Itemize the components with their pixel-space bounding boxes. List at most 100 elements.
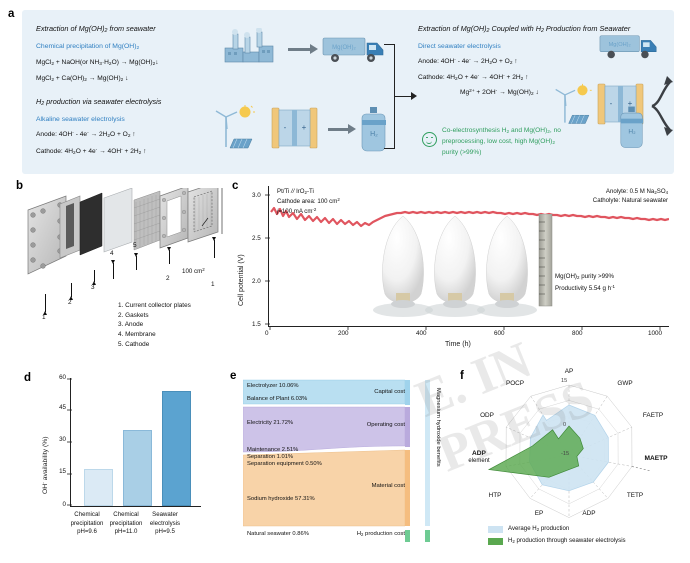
callout-num-2b: 2 bbox=[166, 275, 170, 282]
panel-a-left-eq2: MgCl2 + Ca(OH)2 → Mg(OH)2 ↓ bbox=[36, 75, 129, 84]
e-item-separation: Separation 1.01% bbox=[247, 454, 294, 460]
mg-oh-2-product-photo bbox=[373, 214, 553, 317]
panel-b-exploded-cell: b bbox=[14, 178, 232, 360]
electrolyzer-cell-icon: - + bbox=[271, 107, 318, 149]
callout-line-4 bbox=[111, 260, 115, 279]
legend-item-5: 5. Cathode bbox=[118, 340, 150, 348]
truck-icon-2: Mg(OH)₂ bbox=[599, 35, 657, 59]
bar-seawater-electrolysis-ph95 bbox=[162, 391, 191, 506]
d-ytick-0: 0 bbox=[62, 501, 66, 508]
e-item-electricity: Electricity 21.72% bbox=[247, 420, 294, 426]
panel-c-annotation-topright: Anolyte: 0.5 M Na2SO4 Catholyte: Natural… bbox=[544, 188, 668, 206]
d-cat1-l2: precipitation bbox=[109, 519, 143, 527]
c-xtick-0: 0 bbox=[265, 330, 269, 337]
factory-icon bbox=[224, 28, 274, 63]
panel-a-right-sub1: Direct seawater electrolysis bbox=[418, 43, 501, 51]
cathode-5 bbox=[133, 190, 161, 251]
e-item-separation-equipment: Separation equipment 0.50% bbox=[247, 461, 322, 467]
f-axis-ODP: ODP bbox=[480, 412, 494, 419]
legend-item-1: 1. Current collector plates bbox=[118, 302, 191, 309]
gasket-window bbox=[66, 203, 74, 249]
cylinder-label: H₂ bbox=[370, 131, 378, 138]
e-right-axis-title: Magnesium hydroxide benefits bbox=[435, 388, 441, 467]
panel-a-left-eq3: Anode: 4OH- - 4e- → 2H2O + O2 ↑ bbox=[36, 131, 136, 140]
f-legend-swatch-seawater bbox=[488, 538, 503, 545]
callout-num-1b: 1 bbox=[211, 281, 215, 288]
callout-line-3 bbox=[92, 270, 96, 285]
d-category-1: Chemical precipitation pH=11.0 bbox=[103, 511, 149, 537]
e-group-capital-cost: Capital cost bbox=[374, 389, 405, 395]
panel-f-label: f bbox=[460, 370, 464, 382]
d-ytick-30: 30 bbox=[59, 436, 66, 443]
d-cat0-l3: pH=9.6 bbox=[77, 528, 97, 536]
f-axis-POCP: POCP bbox=[505, 380, 525, 387]
callout-num-3: 3 bbox=[91, 284, 95, 291]
panel-b-label: b bbox=[16, 180, 24, 192]
renewables-icon-2 bbox=[555, 83, 592, 124]
e-group-h2-production-cost: H2 production cost bbox=[356, 531, 405, 537]
panel-e-cost-breakdown: e Electrolyzer 10.06% Balance of Plant 6… bbox=[230, 366, 460, 561]
f-axis-MAETP: MAETP bbox=[644, 455, 668, 462]
f-axis-ADP-element: ADP element bbox=[468, 450, 490, 464]
panel-a-benefit-note: Co-electrosynthesis H2 and Mg(OH)2, no p… bbox=[442, 127, 561, 156]
legend-item-3: 3. Anode bbox=[118, 321, 144, 329]
c-ytick-2.0: 2.0 bbox=[252, 278, 261, 285]
e-group-material-cost: Material cost bbox=[371, 483, 405, 489]
membrane-4 bbox=[103, 188, 133, 253]
truck-icon: Mg(OH)₂ bbox=[322, 37, 384, 62]
callout-num-2: 2 bbox=[68, 299, 72, 306]
c-ann-anolyte: Anolyte: 0.5 M Na2SO4 bbox=[605, 188, 668, 195]
d-cat1-l3: pH=11.0 bbox=[114, 528, 138, 536]
panel-a-left-sub2: Alkaline seawater electrolysis bbox=[36, 116, 125, 124]
panel-a-left-column: Extraction of Mg(OH)2 from seawater Chem… bbox=[36, 24, 326, 156]
e-item-electrolyzer: Electrolyzer 10.06% bbox=[247, 383, 299, 389]
c-ytick-3.0: 3.0 bbox=[252, 192, 261, 199]
panel-e-sankey: Electrolyzer 10.06% Balance of Plant 6.0… bbox=[243, 378, 441, 546]
c-xtick-1000: 1000 bbox=[648, 330, 663, 337]
d-cat2-l1: Seawater bbox=[152, 511, 178, 518]
radar-plot bbox=[487, 384, 652, 518]
svg-text:-: - bbox=[284, 123, 287, 132]
c-xtick-200: 200 bbox=[338, 330, 349, 337]
f-axis-EP: EP bbox=[534, 510, 544, 517]
hydrogen-cylinder-icon: H₂ bbox=[361, 107, 386, 152]
panel-a-schematic: a Extraction of Mg(OH)2 from seawater Ch… bbox=[8, 8, 674, 174]
e-group-operating-cost: Operating cost bbox=[366, 422, 405, 428]
legend-item-4: 4. Membrane bbox=[118, 331, 156, 339]
exploded-cell-diagram bbox=[27, 188, 223, 275]
arrow-head-2 bbox=[348, 124, 356, 134]
f-axis-GWP: GWP bbox=[617, 380, 633, 387]
e-item-sodium-hydroxide: Sodium hydroxide 57.31% bbox=[247, 496, 315, 502]
f-axis-ADP: ADP bbox=[582, 510, 596, 517]
d-cat2-l3: pH=9.5 bbox=[155, 528, 175, 536]
current-collector-plate-1 bbox=[27, 195, 67, 275]
c-ann-catholyte: Catholyte: Natural seawater bbox=[592, 196, 668, 204]
callout-line-2 bbox=[69, 283, 73, 300]
cathode-area-annotation: 100 cm2 bbox=[182, 267, 205, 275]
panel-c-annotation-topleft: Pt/Ti // IrO2-Ti Cathode area: 100 cm2 j… bbox=[277, 188, 340, 216]
f-rtick-neg15: -15 bbox=[561, 451, 570, 457]
panel-a-left-eq1: MgCl2 + NaOH(or NH3·H2O) → Mg(OH)2↓ bbox=[36, 59, 159, 68]
d-ytick-60: 60 bbox=[59, 374, 66, 381]
panel-b-legend: 1. Current collector plates 2. Gaskets 3… bbox=[118, 301, 191, 350]
panel-a-left-heading2: H2 production via seawater electrolysis bbox=[36, 97, 162, 108]
svg-text:+: + bbox=[628, 99, 633, 108]
panel-c-xlabel: Time (h) bbox=[445, 341, 471, 348]
callout-line-2b bbox=[167, 247, 171, 264]
panel-a-right-eq2: Cathode: 4H2O + 4e- → 4OH- + 2H2 ↑ bbox=[418, 74, 529, 83]
arrow-factory-to-truck bbox=[288, 48, 310, 51]
d-ytick-45: 45 bbox=[59, 404, 66, 411]
callout-line-1 bbox=[43, 294, 47, 315]
panel-a-right-column: Extraction of Mg(OH)2 Coupled with H2 Pr… bbox=[418, 24, 668, 98]
panel-e-label: e bbox=[230, 370, 237, 382]
f-rtick-0: 0 bbox=[563, 422, 567, 428]
sankey-flows bbox=[243, 379, 430, 542]
ruler-icon bbox=[538, 214, 553, 307]
panel-c-plot-area bbox=[265, 186, 669, 330]
d-cat0-l1: Chemical bbox=[74, 511, 100, 518]
c-ann-productivity: Productivity 5.54 g h-1 bbox=[555, 283, 616, 292]
split-arrow-icon bbox=[651, 76, 673, 136]
arrow-head-1 bbox=[310, 44, 318, 54]
c-xtick-600: 600 bbox=[494, 330, 505, 337]
svg-text:H₂: H₂ bbox=[628, 129, 636, 136]
